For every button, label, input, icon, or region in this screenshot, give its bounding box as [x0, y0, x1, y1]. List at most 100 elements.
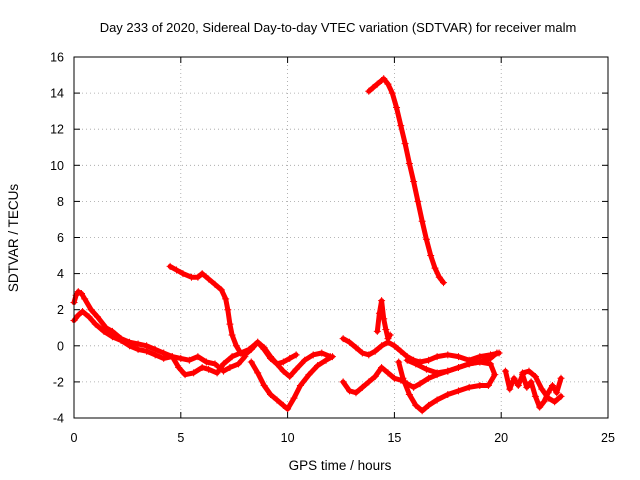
- data-point: [501, 367, 509, 375]
- data-point: [487, 351, 495, 359]
- data-point: [190, 369, 198, 377]
- data-point: [380, 75, 388, 83]
- data-point: [388, 89, 396, 97]
- data-point: [134, 345, 142, 353]
- y-tick-label: 6: [57, 231, 64, 245]
- data-point: [382, 326, 390, 334]
- data-point: [476, 382, 484, 390]
- data-point: [91, 320, 99, 328]
- y-tick-label: 10: [50, 159, 64, 173]
- data-point: [425, 356, 433, 364]
- data-point: [390, 374, 398, 382]
- data-point: [198, 363, 206, 371]
- y-tick-label: 2: [57, 303, 64, 317]
- data-point: [378, 342, 386, 350]
- data-point: [211, 280, 219, 288]
- data-point: [465, 360, 473, 368]
- data-point: [77, 289, 85, 297]
- data-point: [226, 320, 234, 328]
- data-point: [433, 369, 441, 377]
- series-arc-i: [373, 297, 394, 343]
- data-point: [226, 363, 234, 371]
- data-point: [418, 407, 426, 415]
- data-point: [425, 374, 433, 382]
- data-point: [435, 273, 443, 281]
- data-point: [403, 356, 411, 364]
- data-point: [476, 358, 484, 366]
- data-point: [187, 273, 195, 281]
- data-point: [168, 353, 176, 361]
- data-point: [108, 333, 116, 341]
- data-point: [495, 349, 503, 357]
- series-arc-c: [166, 262, 300, 368]
- data-point: [525, 367, 533, 375]
- data-point: [373, 80, 381, 88]
- y-tick-label: 16: [50, 51, 64, 65]
- data-point: [422, 235, 430, 243]
- data-point: [431, 264, 439, 272]
- x-tick-label: 25: [601, 431, 615, 445]
- series-arc-h: [395, 356, 499, 415]
- data-point: [519, 369, 527, 377]
- data-point: [484, 382, 492, 390]
- data-point: [365, 87, 373, 95]
- data-point: [328, 353, 336, 361]
- series-band: [503, 368, 564, 410]
- data-point: [160, 354, 168, 362]
- data-point: [267, 354, 275, 362]
- data-point: [296, 382, 304, 390]
- data-point: [352, 389, 360, 397]
- data-point: [454, 353, 462, 361]
- series-band: [396, 357, 498, 414]
- data-point: [427, 252, 435, 260]
- data-point: [401, 140, 409, 148]
- data-point: [234, 360, 242, 368]
- data-point: [151, 351, 159, 359]
- data-point: [557, 392, 565, 400]
- data-point: [487, 360, 495, 368]
- data-point: [260, 382, 268, 390]
- data-point: [378, 363, 386, 371]
- data-point: [247, 358, 255, 366]
- data-point: [346, 338, 354, 346]
- data-point: [143, 347, 151, 355]
- data-point: [386, 331, 394, 339]
- data-point: [346, 387, 354, 395]
- data-point: [514, 382, 522, 390]
- chart-title: Day 233 of 2020, Sidereal Day-to-day VTE…: [100, 20, 577, 35]
- data-point: [531, 372, 539, 380]
- data-point: [100, 327, 108, 335]
- data-point: [405, 159, 413, 167]
- series-arc-b: [70, 308, 334, 380]
- data-point: [440, 279, 448, 287]
- data-point: [81, 295, 89, 303]
- data-point: [414, 197, 422, 205]
- data-point: [444, 391, 452, 399]
- data-point: [444, 351, 452, 359]
- data-point: [527, 378, 535, 386]
- data-point: [538, 385, 546, 393]
- series-arc-d: [247, 353, 336, 413]
- data-point: [232, 342, 240, 350]
- data-point: [433, 396, 441, 404]
- axis-ticks: 0 5 10 15 20 25 -4 -2 0 2 4 6 8 10 12 14 16: [50, 51, 615, 446]
- x-axis-label: GPS time / hours: [289, 458, 392, 473]
- y-tick-label: -2: [53, 375, 64, 389]
- data-point: [117, 336, 125, 344]
- data-point: [205, 275, 213, 283]
- data-point: [425, 401, 433, 409]
- series-arc-k: [519, 367, 565, 406]
- data-point: [220, 360, 228, 368]
- data-point: [523, 383, 531, 391]
- data-point: [177, 354, 185, 362]
- data-point: [418, 217, 426, 225]
- data-point: [384, 80, 392, 88]
- data-point: [286, 354, 294, 362]
- data-point: [279, 401, 287, 409]
- data-point: [74, 311, 82, 319]
- data-point: [371, 347, 379, 355]
- data-point: [237, 349, 245, 357]
- data-point: [358, 383, 366, 391]
- data-point: [393, 104, 401, 112]
- data-point: [290, 394, 298, 402]
